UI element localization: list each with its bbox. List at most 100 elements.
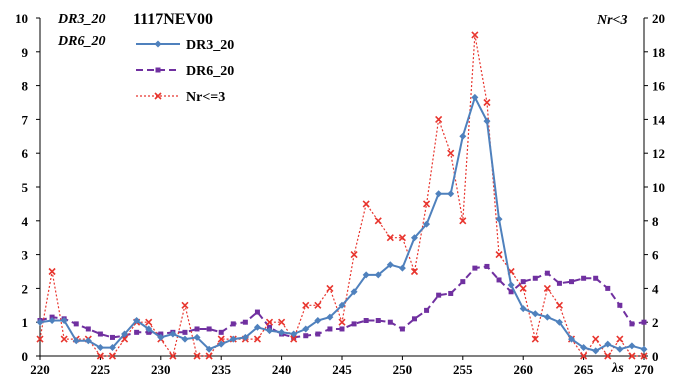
data-point bbox=[253, 335, 262, 343]
data-point bbox=[580, 344, 588, 352]
data-point bbox=[447, 190, 455, 198]
data-point bbox=[375, 318, 381, 324]
data-point bbox=[410, 234, 418, 242]
data-point bbox=[218, 329, 224, 335]
data-point bbox=[60, 317, 68, 325]
left-axis-label-dr6: DR6_20 bbox=[57, 34, 105, 49]
data-point bbox=[182, 329, 188, 335]
data-point bbox=[363, 318, 369, 324]
y-right-tick-label: 10 bbox=[652, 180, 665, 195]
x-tick-label: 255 bbox=[453, 362, 473, 377]
data-point bbox=[109, 334, 115, 340]
data-point bbox=[278, 328, 286, 336]
data-point bbox=[362, 200, 370, 208]
x-tick-label: 240 bbox=[272, 362, 292, 377]
data-point bbox=[422, 200, 431, 208]
data-point bbox=[350, 288, 358, 296]
left-axis-label-dr3: DR3_20 bbox=[57, 12, 105, 27]
data-point bbox=[544, 270, 550, 276]
data-point bbox=[374, 217, 382, 225]
y-right-tick-label: 12 bbox=[652, 146, 665, 161]
data-point bbox=[628, 352, 636, 360]
data-point bbox=[398, 234, 406, 242]
data-point bbox=[145, 325, 153, 333]
data-point bbox=[472, 265, 478, 271]
legend-label: DR3_20 bbox=[186, 38, 234, 53]
data-point bbox=[85, 326, 91, 332]
data-point bbox=[398, 264, 406, 272]
data-point bbox=[484, 263, 490, 269]
x-tick-label: 265 bbox=[574, 362, 594, 377]
legend-label: Nr<=3 bbox=[186, 90, 225, 105]
series-layer bbox=[36, 31, 648, 360]
y-right-tick-labels: 0 2 4 6 8 10 12 14 16 18 20 bbox=[652, 11, 666, 364]
legend-marker bbox=[154, 92, 162, 100]
x-tick-label: 235 bbox=[211, 362, 231, 377]
data-point bbox=[36, 318, 44, 326]
data-point bbox=[350, 251, 358, 259]
y-right-tick-label: 2 bbox=[652, 315, 659, 330]
data-point bbox=[555, 318, 563, 326]
data-point bbox=[495, 251, 503, 259]
y-right-tick-label: 14 bbox=[652, 112, 666, 127]
data-point bbox=[315, 331, 321, 337]
data-point bbox=[507, 281, 515, 289]
data-point bbox=[205, 352, 213, 360]
x-tick-label: 260 bbox=[513, 362, 533, 377]
data-point bbox=[519, 284, 527, 292]
data-point bbox=[424, 307, 430, 313]
x-tick-label: 250 bbox=[393, 362, 413, 377]
data-point bbox=[640, 352, 648, 360]
data-point bbox=[386, 234, 394, 242]
data-point bbox=[169, 330, 177, 338]
data-point bbox=[387, 319, 393, 325]
data-point bbox=[483, 98, 491, 107]
data-point bbox=[121, 330, 129, 338]
data-point bbox=[411, 316, 417, 322]
data-point bbox=[459, 132, 467, 140]
data-point bbox=[181, 335, 189, 343]
data-point bbox=[108, 352, 117, 360]
data-point bbox=[157, 333, 165, 341]
data-point bbox=[471, 31, 479, 39]
data-point bbox=[230, 321, 236, 327]
legend-marker bbox=[155, 67, 161, 73]
data-point bbox=[97, 331, 103, 337]
data-point bbox=[580, 352, 588, 360]
data-point bbox=[592, 347, 600, 355]
data-point bbox=[303, 333, 309, 339]
data-point bbox=[616, 335, 624, 343]
y-right-tick-label: 6 bbox=[652, 248, 659, 263]
data-point bbox=[302, 301, 310, 309]
y-left-tick-label: 3 bbox=[22, 248, 29, 263]
data-point bbox=[96, 344, 104, 352]
legend-label: DR6_20 bbox=[186, 64, 234, 79]
y-right-tick-label: 8 bbox=[652, 214, 659, 229]
data-point bbox=[640, 345, 648, 353]
x-axis-label: λs bbox=[611, 361, 624, 376]
data-point bbox=[362, 271, 370, 279]
data-point bbox=[435, 190, 443, 198]
chart-title: 1117NEV00 bbox=[133, 11, 213, 28]
data-point bbox=[242, 319, 248, 325]
series-nr-3 bbox=[36, 31, 648, 360]
legend-item-nr-3: Nr<=3 bbox=[136, 90, 225, 105]
data-point bbox=[133, 317, 141, 325]
data-point bbox=[314, 317, 322, 325]
data-point bbox=[48, 317, 56, 325]
x-tick-label: 270 bbox=[634, 362, 654, 377]
data-point bbox=[374, 271, 382, 279]
data-point bbox=[145, 318, 153, 326]
data-point bbox=[96, 352, 104, 360]
data-point bbox=[628, 342, 636, 350]
data-point bbox=[169, 352, 177, 360]
data-point bbox=[435, 115, 443, 123]
series-dr6-20 bbox=[37, 263, 647, 340]
data-point bbox=[605, 285, 611, 291]
data-point bbox=[181, 301, 189, 309]
data-point bbox=[254, 309, 260, 315]
y-right-tick-label: 16 bbox=[652, 79, 666, 94]
data-point bbox=[483, 117, 491, 125]
data-point bbox=[447, 149, 455, 157]
